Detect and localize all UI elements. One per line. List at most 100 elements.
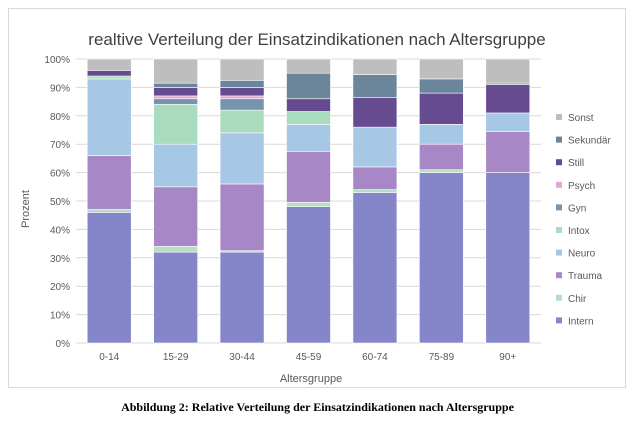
- x-tick-label: 90+: [499, 352, 516, 363]
- legend-swatch-neuro: [556, 249, 562, 256]
- bar-segment-sonst-75-89: [419, 58, 464, 80]
- legend: Sonst Sekundär Still Psych Gyn Intox Neuro Trau…: [556, 113, 611, 327]
- chart-title: realtive Verteilung der Einsatzindikatio…: [88, 30, 545, 49]
- bar-segment-sonst-30-44: [219, 58, 265, 81]
- bar-segment-trauma-15-29: [153, 186, 198, 247]
- bar-segment-intox-45-59: [286, 111, 331, 125]
- legend-swatch-gyn: [556, 204, 562, 211]
- bar-segment-still-90+: [485, 84, 531, 114]
- bar-segment-chir-75-89: [419, 169, 464, 173]
- y-tick-label: 10%: [50, 311, 70, 322]
- bar-segment-neuro-90+: [485, 112, 531, 132]
- bar-segment-sekundär-45-59: [286, 72, 331, 100]
- bar-segment-still-60-74: [352, 97, 398, 128]
- bar-segment-trauma-0-14: [86, 155, 132, 210]
- bar-segment-neuro-60-74: [352, 126, 398, 168]
- bar-segment-intox-30-44: [219, 109, 265, 134]
- legend-label: Trauma: [568, 271, 603, 282]
- bar-segment-sonst-60-74: [352, 58, 398, 75]
- legend-swatch-sekundär: [556, 136, 562, 143]
- bar-segment-still-45-59: [286, 98, 331, 112]
- bar-segment-sekundär-15-29: [153, 82, 198, 88]
- legend-swatch-trauma: [556, 272, 562, 279]
- legend-label: Sekundär: [568, 136, 611, 147]
- bar-segment-psych-15-29: [153, 95, 198, 100]
- y-tick-label: 80%: [50, 112, 70, 123]
- x-tick-label: 45-59: [296, 352, 322, 363]
- legend-swatch-intox: [556, 227, 562, 233]
- legend-label: Still: [568, 158, 584, 169]
- bar-segment-gyn-15-29: [153, 98, 198, 105]
- bar-segment-intern-30-44: [219, 251, 265, 344]
- bar-segment-intern-60-74: [352, 192, 398, 344]
- bar-segment-still-15-29: [153, 87, 198, 97]
- y-tick-label: 70%: [50, 140, 70, 151]
- legend-label: Chir: [568, 294, 587, 305]
- bar-segment-sonst-0-14: [86, 58, 132, 71]
- legend-label: Psych: [568, 181, 595, 192]
- bar-segment-intern-90+: [485, 172, 531, 344]
- y-tick-label: 0%: [56, 339, 71, 350]
- bar-segment-sekundär-30-44: [219, 80, 265, 88]
- bar-segment-still-0-14: [86, 70, 132, 77]
- bar-segment-intox-15-29: [153, 104, 198, 145]
- y-axis-ticks: 0% 10% 20% 30% 40% 50% 60% 70% 80% 90% 100%: [44, 55, 70, 350]
- bar-segment-still-30-44: [219, 87, 265, 97]
- bar-segment-chir-0-14: [86, 209, 132, 213]
- legend-swatch-intern: [556, 317, 562, 324]
- bar-segment-gyn-30-44: [219, 98, 265, 111]
- x-tick-label: 0-14: [99, 352, 119, 363]
- legend-label: Intern: [568, 316, 594, 327]
- bar-segment-sekundär-75-89: [419, 78, 464, 94]
- bar-segment-sonst-45-59: [286, 58, 331, 74]
- legend-swatch-still: [556, 159, 562, 166]
- x-tick-label: 15-29: [163, 352, 189, 363]
- bar-segment-neuro-15-29: [153, 143, 198, 188]
- y-tick-label: 20%: [50, 282, 70, 293]
- bar-segment-sonst-15-29: [153, 58, 198, 84]
- legend-label: Intox: [568, 226, 590, 237]
- bar-segment-intern-75-89: [419, 172, 464, 344]
- x-axis-label: Altersgruppe: [280, 373, 342, 385]
- legend-swatch-sonst: [556, 114, 562, 120]
- bar-segment-intern-15-29: [153, 251, 198, 344]
- legend-swatch-psych: [556, 181, 562, 188]
- bar-segment-neuro-75-89: [419, 124, 464, 145]
- bar-segment-sonst-90+: [485, 58, 531, 84]
- bar-segment-sekundär-60-74: [352, 74, 398, 98]
- bar-segment-trauma-60-74: [352, 166, 398, 190]
- bar-segment-psych-30-44: [219, 95, 265, 100]
- bar-segment-trauma-30-44: [219, 183, 265, 252]
- y-tick-label: 40%: [50, 225, 70, 236]
- bar-segment-intox-0-14: [86, 75, 132, 80]
- bar-segment-intern-45-59: [286, 206, 331, 344]
- bar-segment-neuro-45-59: [286, 124, 331, 152]
- bar-segment-chir-15-29: [153, 246, 198, 253]
- bar-segment-trauma-75-89: [419, 143, 464, 171]
- x-axis-ticks: 0-14 15-29 30-44 45-59 60-74 75-89 90+: [99, 352, 516, 363]
- x-tick-label: 60-74: [362, 352, 388, 363]
- legend-label: Neuro: [568, 249, 596, 260]
- x-tick-label: 75-89: [429, 352, 455, 363]
- chart-area: realtive Verteilung der Einsatzindikatio…: [8, 8, 626, 388]
- bar-segment-neuro-0-14: [86, 78, 132, 156]
- bar-segment-neuro-30-44: [219, 132, 265, 185]
- y-tick-label: 50%: [50, 197, 70, 208]
- y-tick-label: 90%: [50, 83, 70, 94]
- bar-segment-chir-60-74: [352, 189, 398, 193]
- y-axis-label: Prozent: [20, 190, 32, 228]
- legend-label: Gyn: [568, 203, 586, 214]
- bars: [86, 58, 531, 344]
- y-tick-label: 60%: [50, 169, 70, 180]
- y-tick-label: 100%: [44, 55, 70, 66]
- bar-segment-chir-45-59: [286, 202, 331, 207]
- bar-segment-trauma-90+: [485, 131, 531, 173]
- stacked-bar-chart: realtive Verteilung der Einsatzindikatio…: [20, 30, 611, 385]
- y-tick-label: 30%: [50, 254, 70, 265]
- legend-label: Sonst: [568, 113, 594, 124]
- bar-segment-still-75-89: [419, 92, 464, 125]
- bar-segment-trauma-45-59: [286, 151, 331, 203]
- bar-segment-intern-0-14: [86, 212, 132, 344]
- figure-caption: Abbildung 2: Relative Verteilung der Ein…: [121, 400, 514, 414]
- legend-swatch-chir: [556, 294, 562, 301]
